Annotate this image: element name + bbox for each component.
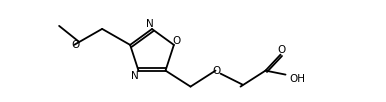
Text: O: O [173,36,181,46]
Text: N: N [130,71,138,81]
Text: O: O [212,66,221,76]
Text: O: O [71,40,79,50]
Text: N: N [146,19,154,29]
Text: OH: OH [290,74,306,84]
Text: O: O [278,45,286,55]
